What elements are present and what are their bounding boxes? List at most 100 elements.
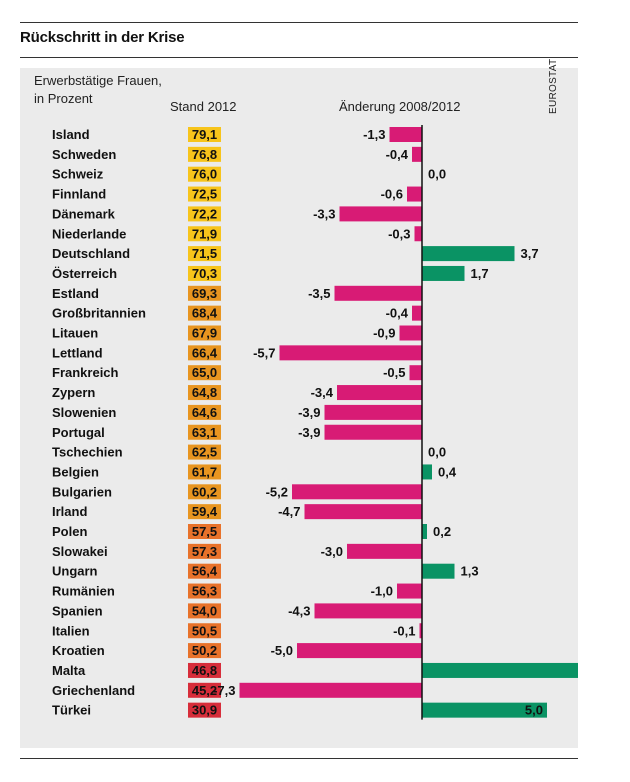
change-label: 0,0 — [428, 445, 446, 460]
change-label: 1,3 — [461, 564, 479, 579]
chart-row: Tschechien 62,5 0,0 — [52, 444, 446, 460]
stand-box — [188, 543, 221, 559]
stand-value: 69,3 — [192, 286, 217, 301]
change-label: -0,9 — [373, 326, 395, 341]
top-rule — [20, 22, 578, 23]
change-label: -3,9 — [298, 405, 320, 420]
change-bar — [409, 365, 422, 381]
stand-box — [188, 623, 221, 639]
change-bar — [337, 385, 422, 401]
stand-value: 66,4 — [192, 345, 218, 360]
change-bar — [304, 504, 422, 520]
change-bar — [422, 563, 455, 579]
change-bar — [414, 226, 422, 242]
stand-value: 76,8 — [192, 147, 217, 162]
country-label: Spanien — [52, 603, 103, 618]
stand-box — [188, 563, 221, 579]
chart-row: Kroatien 50,2 -5,0 — [52, 643, 422, 659]
stand-box — [188, 603, 221, 619]
change-label: 1,7 — [471, 266, 489, 281]
chart-row: Bulgarien 60,2 -5,2 — [52, 484, 422, 500]
change-label: -7,3 — [213, 683, 235, 698]
country-label: Dänemark — [52, 206, 116, 221]
chart-row: Großbritannien 68,4 -0,4 — [52, 305, 422, 321]
stand-value: 50,2 — [192, 643, 217, 658]
change-bar — [389, 127, 422, 142]
country-label: Slowenien — [52, 405, 116, 420]
stand-box — [188, 424, 221, 440]
stand-box — [188, 365, 221, 381]
chart-row: Schweden 76,8 -0,4 — [52, 146, 422, 162]
change-bar — [279, 345, 422, 361]
stand-box — [188, 404, 221, 420]
bottom-rule — [20, 758, 578, 759]
change-bar — [407, 186, 422, 202]
stand-box — [188, 504, 221, 520]
change-label: -3,5 — [308, 286, 330, 301]
stand-box — [188, 325, 221, 341]
change-bar — [422, 662, 578, 678]
change-label: -0,1 — [393, 623, 415, 638]
country-label: Italien — [52, 623, 90, 638]
stand-value: 72,5 — [192, 187, 217, 202]
change-bar — [347, 543, 422, 559]
stand-box — [188, 345, 221, 361]
country-label: Tschechien — [52, 445, 123, 460]
change-bar — [297, 643, 422, 659]
change-label: -4,3 — [288, 603, 310, 618]
title-rule — [20, 57, 578, 58]
country-label: Estland — [52, 286, 99, 301]
stand-box — [188, 186, 221, 202]
change-label: -1,0 — [371, 584, 393, 599]
stand-value: 76,0 — [192, 167, 217, 182]
stand-box — [188, 524, 221, 539]
country-label: Litauen — [52, 326, 98, 341]
change-bar — [412, 305, 422, 321]
country-label: Rumänien — [52, 584, 115, 599]
country-label: Deutschland — [52, 246, 130, 261]
chart-row: Ungarn 56,4 1,3 — [52, 563, 479, 579]
change-label: -0,6 — [381, 187, 403, 202]
change-bar — [324, 404, 422, 420]
stand-value: 45,2 — [192, 683, 217, 698]
stand-box — [188, 146, 221, 162]
change-label: -3,9 — [298, 425, 320, 440]
country-label: Türkei — [52, 703, 91, 718]
change-bar — [422, 464, 432, 480]
country-label: Irland — [52, 504, 87, 519]
stand-value: 71,5 — [192, 246, 217, 261]
chart-row: Slowakei 57,3 -3,0 — [52, 543, 422, 559]
country-label: Zypern — [52, 385, 95, 400]
stand-value: 50,5 — [192, 623, 217, 638]
change-label: -0,3 — [388, 226, 410, 241]
stand-value: 79,1 — [192, 127, 217, 142]
chart-subtitle: Erwerbstätige Frauen, in Prozent — [34, 73, 162, 106]
change-label: 5,0 — [525, 703, 543, 718]
chart-row: Belgien 61,7 0,4 — [52, 464, 457, 480]
chart-row: Estland 69,3 -3,5 — [52, 285, 422, 301]
change-label: -5,2 — [266, 484, 288, 499]
stand-value: 70,3 — [192, 266, 217, 281]
stand-box — [188, 206, 221, 222]
change-label: 0,2 — [433, 524, 451, 539]
chart-row: Österreich 70,3 1,7 — [52, 265, 489, 281]
chart-row: Rumänien 56,3 -1,0 — [52, 583, 422, 599]
change-bar — [399, 325, 422, 341]
change-bar — [334, 285, 422, 301]
stand-value: 65,0 — [192, 365, 217, 380]
stand-value: 63,1 — [192, 425, 217, 440]
stand-value: 56,3 — [192, 584, 217, 599]
stand-value: 56,4 — [192, 564, 218, 579]
country-label: Schweden — [52, 147, 116, 162]
stand-value: 71,9 — [192, 226, 217, 241]
chart-row: Niederlande 71,9 -0,3 — [52, 226, 422, 242]
chart-row: Polen 57,5 0,2 — [52, 524, 451, 539]
chart-row: Portugal 63,1 -3,9 — [52, 424, 422, 440]
country-label: Malta — [52, 663, 86, 678]
change-label: 0,4 — [438, 464, 457, 479]
stand-value: 57,3 — [192, 544, 217, 559]
chart-panel: Erwerbstätige Frauen, in Prozent Stand 2… — [20, 59, 578, 748]
chart-row: Island 79,1 -1,3 — [52, 127, 422, 142]
change-bar — [422, 265, 465, 281]
